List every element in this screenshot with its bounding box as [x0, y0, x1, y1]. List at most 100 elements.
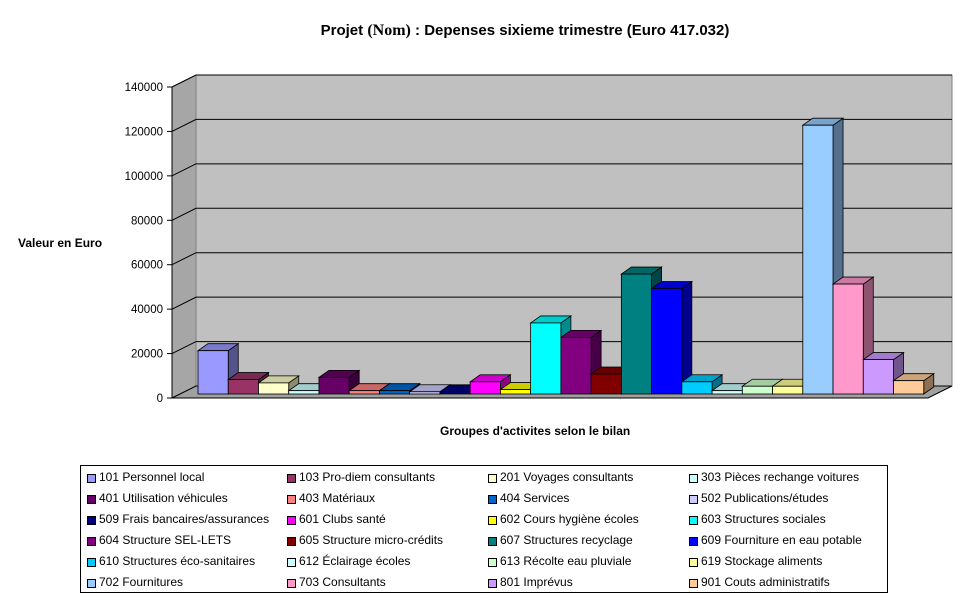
legend-label: 603 Structures sociales	[701, 512, 826, 526]
gridline	[171, 207, 952, 221]
legend-label: 101 Personnel local	[99, 470, 205, 484]
gridlines	[167, 74, 952, 399]
y-tick-label: 60000	[131, 260, 163, 272]
side-wall	[171, 74, 197, 399]
gridline	[171, 118, 952, 132]
gridline	[171, 252, 952, 266]
bar-601	[468, 374, 512, 395]
legend-swatch	[87, 579, 96, 588]
chart-title-name: (Nom)	[367, 22, 411, 39]
legend-swatch	[287, 558, 296, 567]
legend-swatch	[287, 516, 296, 525]
legend-label: 509 Frais bancaires/assurances	[99, 512, 270, 526]
legend-swatch	[287, 495, 296, 504]
bar-front	[318, 376, 350, 395]
bar-front	[288, 390, 320, 395]
legend-swatch	[689, 558, 698, 567]
bar-front	[379, 390, 411, 395]
bar-front	[560, 336, 592, 395]
bar-front	[862, 359, 894, 395]
bar-front	[409, 391, 441, 395]
legend-swatch	[87, 558, 96, 567]
legend-swatch	[488, 516, 497, 525]
legend-label: 303 Pièces rechange voitures	[701, 470, 860, 484]
legend-label: 602 Cours hygiène écoles	[500, 512, 639, 526]
legend-swatch	[87, 474, 96, 483]
bar-front	[499, 389, 532, 395]
chart-title: Projet (Nom) : Depenses sixieme trimestr…	[0, 22, 970, 40]
legend-label: 901 Couts administratifs	[701, 575, 830, 589]
legend: 101 Personnel local 103 Pro-diem consulta…	[80, 465, 888, 593]
bar-chart-plot: 0 20000 40000 60000 80000 100000 120000 140000	[125, 74, 953, 405]
legend-label: 601 Clubs santé	[299, 512, 386, 526]
legend-label: 404 Services	[500, 491, 570, 505]
legend-swatch	[287, 537, 296, 546]
bar-front	[197, 350, 229, 395]
legend-swatch	[488, 558, 497, 567]
legend-swatch	[87, 537, 96, 546]
legend-swatch	[87, 516, 96, 525]
y-axis-label: Valeur en Euro	[18, 236, 103, 250]
y-tick-label: 120000	[125, 126, 163, 138]
bar-front	[530, 322, 562, 395]
legend-swatch	[488, 537, 497, 546]
x-axis-label: Groupes d'activites selon le bilan	[440, 424, 631, 438]
legend-swatch	[488, 579, 497, 588]
legend-swatch	[689, 495, 698, 504]
bar-front	[832, 283, 864, 395]
legend-label: 201 Voyages consultants	[500, 470, 634, 484]
bar-front	[711, 390, 743, 395]
bar-front	[651, 288, 683, 395]
legend-label: 703 Consultants	[299, 575, 386, 589]
bar-610	[680, 374, 724, 395]
legend-label: 610 Structures éco-sanitaires	[99, 554, 256, 568]
legend-label: 103 Pro-diem consultants	[299, 470, 436, 484]
bar-901	[892, 372, 936, 395]
bar-front	[590, 373, 622, 395]
bar-front	[620, 273, 652, 395]
gridline	[171, 341, 952, 355]
gridline	[171, 163, 952, 177]
bars	[196, 117, 936, 395]
legend-label: 401 Utilisation véhicules	[99, 491, 228, 505]
bar-front	[893, 380, 925, 395]
y-tick-label: 0	[157, 393, 163, 405]
legend-label: 609 Fourniture en eau potable	[701, 533, 862, 547]
bar-front	[802, 124, 834, 395]
legend-label: 612 Éclairage écoles	[299, 554, 411, 568]
bar-front	[227, 379, 259, 395]
y-tick-label: 20000	[131, 349, 163, 361]
bar-front	[348, 390, 380, 395]
bar-front	[439, 391, 471, 395]
bar-609	[650, 280, 694, 395]
y-tick-label: 140000	[125, 82, 163, 94]
legend-swatch	[689, 537, 698, 546]
legend-swatch	[488, 474, 497, 483]
gridline	[171, 74, 952, 88]
legend-label: 403 Matériaux	[299, 491, 376, 505]
legend-label: 801 Imprévus	[500, 575, 573, 589]
bar-front	[681, 381, 713, 395]
bar-front	[469, 381, 501, 395]
legend-label: 502 Publications/études	[701, 491, 829, 505]
legend-label: 619 Stockage aliments	[701, 554, 823, 568]
legend-label: 605 Structure micro-crédits	[299, 533, 444, 547]
y-tick-labels: 0 20000 40000 60000 80000 100000 120000 140000	[125, 82, 163, 405]
legend-swatch	[488, 495, 497, 504]
legend-label: 613 Récolte eau pluviale	[500, 554, 632, 568]
legend-label: 604 Structure SEL-LETS	[99, 533, 232, 547]
y-tick-label: 80000	[131, 215, 163, 227]
legend-swatch	[689, 474, 698, 483]
legend-swatch	[87, 495, 96, 504]
legend-swatch	[287, 474, 296, 483]
chart-title-prefix: Projet	[320, 22, 364, 39]
chart-title-suffix: : Depenses sixieme trimestre (Euro 417.0…	[415, 22, 730, 39]
bar-front	[258, 382, 290, 395]
legend-label: 702 Fournitures	[99, 575, 184, 589]
legend-swatch	[287, 579, 296, 588]
legend-label: 607 Structures recyclage	[500, 533, 633, 547]
gridline	[171, 296, 952, 310]
y-tick-label: 100000	[125, 171, 163, 183]
legend-swatch	[689, 516, 698, 525]
legend-swatch	[689, 579, 698, 588]
